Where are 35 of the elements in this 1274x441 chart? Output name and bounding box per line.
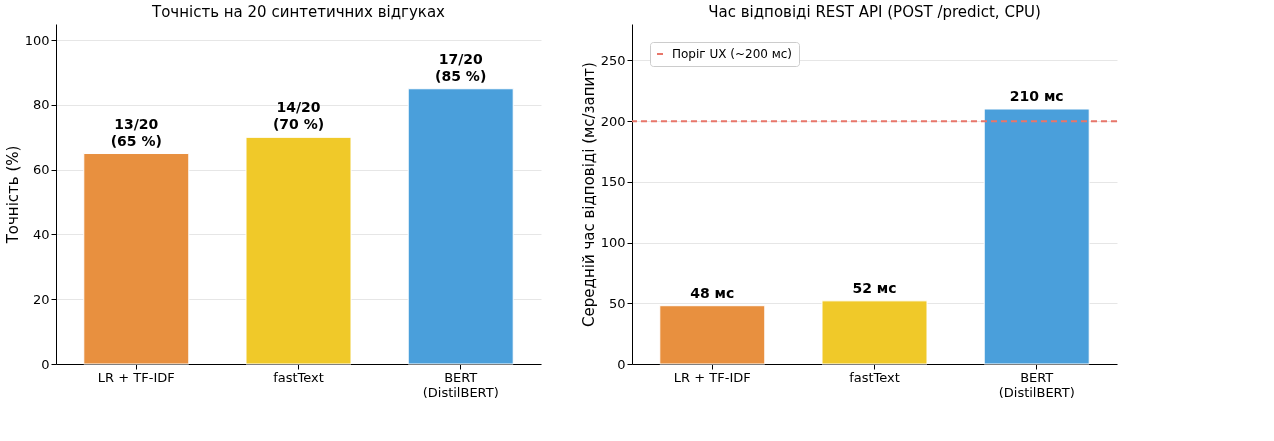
x-tick-label: BERT (DistilBERT)	[998, 369, 1075, 400]
y-axis-title: Середній час відповіді (мс/запит)	[579, 62, 598, 327]
y-tick-label: 80	[32, 97, 50, 113]
y-tick-label: 20	[32, 291, 50, 307]
x-tick-label: fastText	[849, 369, 900, 385]
bar	[407, 88, 514, 365]
x-tick-label: BERT (DistilBERT)	[422, 369, 499, 400]
y-tick-label: 50	[608, 295, 626, 311]
y-tick-label: 0	[617, 356, 626, 372]
y-tick-label: 250	[600, 52, 626, 68]
y-tick-label: 0	[41, 356, 50, 372]
bar	[821, 300, 928, 365]
legend-label: Поріг UX (~200 мс)	[672, 47, 793, 61]
data-label: 48 мс	[690, 284, 735, 301]
bar	[659, 305, 766, 365]
y-tick-label: 40	[32, 226, 50, 242]
bar	[983, 108, 1090, 365]
chart-title: Час відповіді REST API (POST /predict, CPU)	[708, 3, 1041, 21]
y-tick-label: 100	[24, 32, 50, 48]
y-tick-label: 60	[32, 162, 50, 178]
y-tick-label: 100	[600, 235, 626, 251]
text: 17/20 (85 %)	[435, 50, 487, 84]
x-tick-label: fastText	[273, 369, 324, 385]
y-tick-label: 200	[600, 113, 626, 129]
text: 13/20 (65 %)	[110, 115, 162, 149]
text: 14/20 (70 %)	[272, 99, 325, 133]
data-label: 210 мс	[1009, 88, 1064, 104]
y-axis-title: Точність (%)	[3, 145, 22, 245]
bar	[83, 153, 190, 365]
x-tick-label: LR + TF-IDF	[97, 369, 175, 385]
data-label: 52 мс	[852, 279, 897, 296]
x-tick-label: LR + TF-IDF	[673, 369, 751, 385]
bar	[245, 136, 352, 365]
chart-title: Точність на 20 синтетичних відгуках	[151, 3, 446, 21]
y-tick-label: 150	[600, 174, 626, 190]
